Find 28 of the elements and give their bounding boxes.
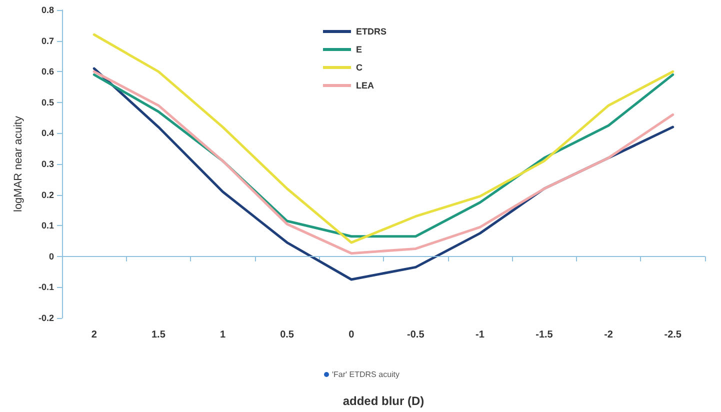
y-tick-label: 0.1 [41, 220, 54, 231]
y-tick-label: 0.3 [41, 159, 54, 169]
x-tick-label: -2.5 [664, 330, 682, 340]
x-tick-label: 0 [348, 330, 355, 340]
y-tick-label: 0.7 [41, 36, 54, 46]
y-tick-label: 0.8 [41, 5, 54, 15]
y-tick-label: 0.5 [41, 97, 54, 108]
legend-label: ETDRS [356, 26, 387, 36]
legend-label: LEA [356, 80, 374, 90]
y-tick-label: 0 [48, 251, 54, 262]
legend-label: C [356, 62, 363, 72]
y-tick-label: -0.1 [38, 282, 54, 292]
y-tick-label: 0.6 [41, 66, 54, 77]
x-tick-label: 1 [220, 330, 226, 340]
x-tick-label: 0.5 [280, 330, 294, 340]
x-tick-label: -1.5 [536, 330, 554, 340]
y-axis-title: logMAR near acuity [12, 116, 24, 212]
legend-label: E [356, 44, 362, 54]
text: 'Far' ETDRS acuity [332, 370, 400, 379]
x-axis-title: added blur (D) [342, 394, 424, 408]
x-tick-label: 2 [91, 330, 98, 340]
x-tick-label: -2 [604, 330, 614, 340]
x-tick-label: 1.5 [151, 330, 166, 340]
x-tick-label: -0.5 [407, 330, 425, 340]
x-tick-label: -1 [475, 330, 485, 340]
y-tick-label: 0.4 [41, 128, 54, 138]
y-tick-label: -0.2 [38, 313, 54, 323]
y-tick-label: 0.2 [41, 190, 54, 200]
